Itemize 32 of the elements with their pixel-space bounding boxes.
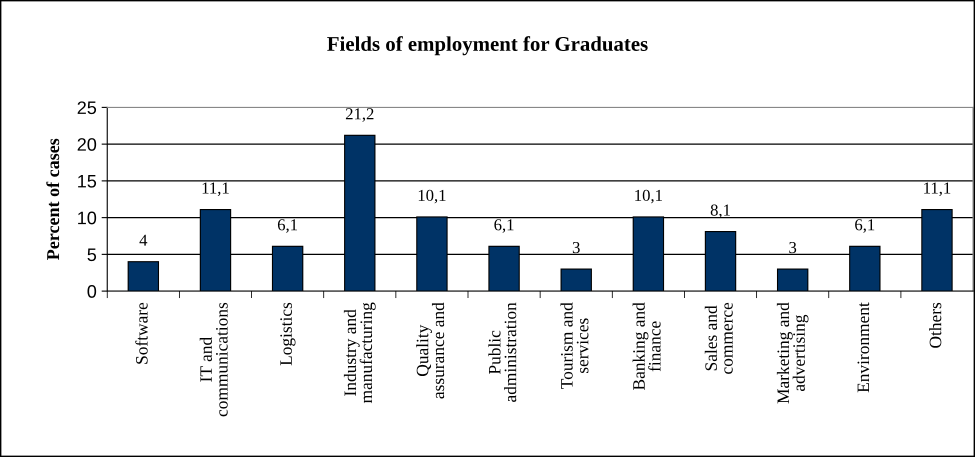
y-tick-label: 0	[88, 285, 96, 298]
data-label: 3	[789, 242, 796, 254]
data-label: 11,1	[924, 182, 950, 196]
data-label: 11,1	[202, 182, 229, 196]
y-tick-label: 10	[78, 212, 96, 224]
y-tick-label: 20	[78, 138, 96, 151]
x-tick-label: Sales and commerce	[704, 302, 733, 374]
y-tick-label: 5	[88, 248, 96, 262]
data-label: 10,1	[635, 190, 662, 204]
data-label: 6,1	[494, 219, 514, 233]
data-label: 4	[139, 234, 148, 246]
y-tick-label: 25	[78, 101, 96, 114]
data-label: 6,1	[278, 219, 298, 233]
data-label: 6,1	[855, 219, 874, 233]
x-tick-label: IT and communications	[200, 302, 228, 416]
data-label: 10,1	[418, 190, 446, 204]
data-label: 3	[572, 242, 580, 254]
y-axis-title: Percent of cases	[46, 138, 60, 260]
chart-title: Fields of employment for Graduates	[327, 36, 648, 56]
y-tick-label: 15	[78, 175, 96, 188]
x-tick-label: Marketing and advertising	[776, 302, 808, 404]
x-tick-label: Environment	[858, 302, 870, 392]
x-tick-label: Tourism and services	[560, 302, 588, 389]
x-tick-label: Industry and manufacturing	[344, 302, 376, 404]
x-tick-label: Public administration	[488, 302, 516, 402]
data-label: 21,2	[346, 108, 374, 122]
x-tick-label: Software	[135, 302, 148, 364]
x-tick-label: Quality assurance and	[416, 302, 444, 398]
data-label: 8,1	[710, 204, 730, 218]
x-tick-label: Others	[929, 302, 942, 348]
x-tick-label: Banking and finance	[632, 302, 661, 390]
x-tick-label: Logistics	[280, 302, 296, 366]
